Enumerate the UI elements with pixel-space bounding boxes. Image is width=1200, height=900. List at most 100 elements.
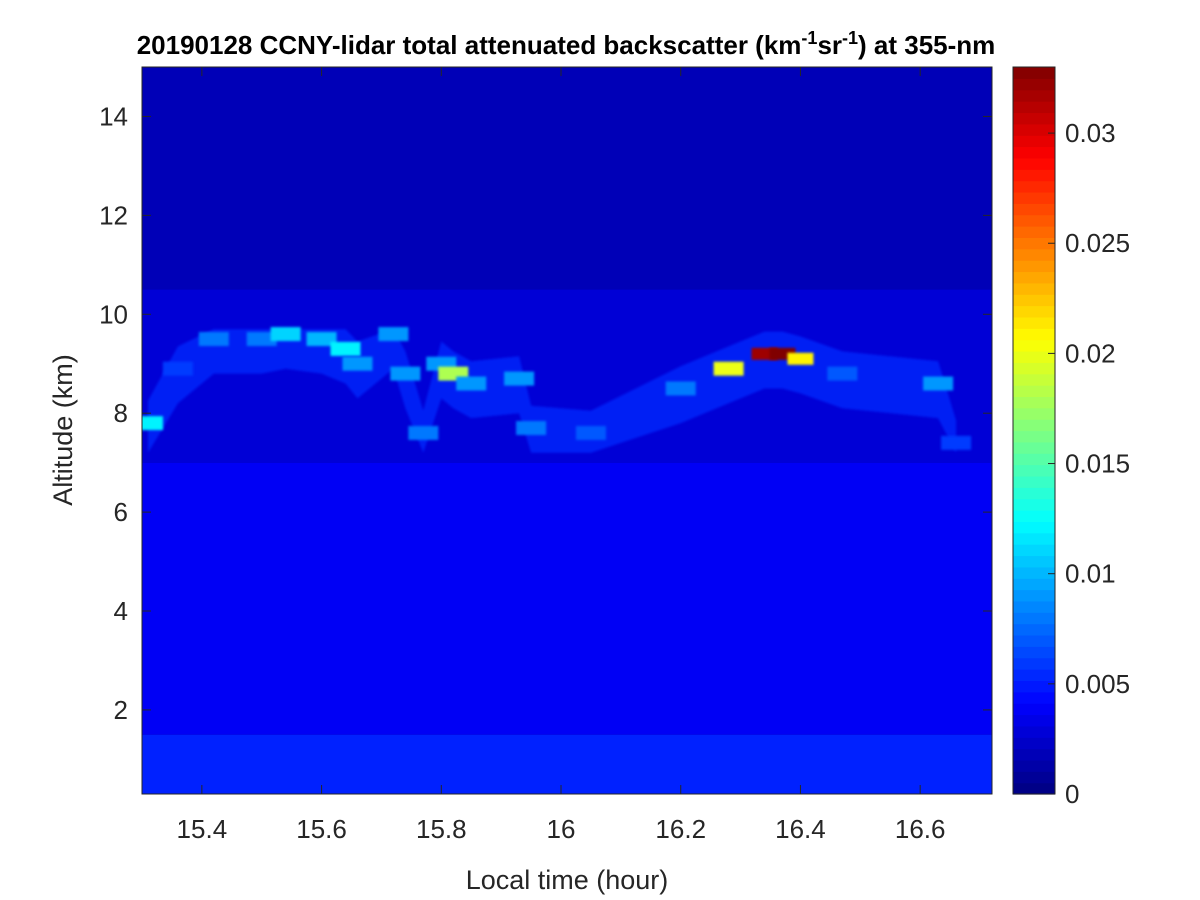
colorbar-step — [1013, 237, 1055, 250]
colorbar-step — [1013, 385, 1055, 398]
cloud-cell — [713, 361, 744, 376]
y-axis: 2 4 6 8 10 12 14 — [99, 101, 992, 725]
y-tick-label: 12 — [99, 200, 128, 230]
x-tick-label: 15.8 — [416, 814, 467, 844]
colorbar-step — [1013, 101, 1055, 114]
colorbar-step — [1013, 748, 1055, 761]
colorbar-step — [1013, 634, 1055, 647]
colorbar-step — [1013, 430, 1055, 443]
cloud-cell — [342, 356, 373, 371]
colorbar-step — [1013, 112, 1055, 125]
colorbar-step — [1013, 589, 1055, 602]
y-tick-label: 4 — [114, 596, 128, 626]
cloud-cell — [306, 332, 337, 347]
background-layer — [142, 67, 992, 794]
colorbar-step — [1013, 316, 1055, 329]
colorbar-tick-label: 0.03 — [1065, 118, 1116, 148]
chart-title: 20190128 CCNY-lidar total attenuated bac… — [137, 28, 996, 60]
colorbar-step — [1013, 169, 1055, 182]
colorbar-tick-label: 0 — [1065, 779, 1079, 809]
y-tick-label: 6 — [114, 497, 128, 527]
colorbar-step — [1013, 282, 1055, 295]
colorbar-step — [1013, 669, 1055, 682]
y-tick-label: 2 — [114, 695, 128, 725]
colorbar-tick-label: 0.005 — [1065, 669, 1130, 699]
colorbar-step — [1013, 487, 1055, 500]
colorbar-step — [1013, 521, 1055, 534]
colorbar-step — [1013, 271, 1055, 284]
colorbar-step — [1013, 771, 1055, 784]
colorbar-step — [1013, 737, 1055, 750]
cloud-cell — [456, 376, 487, 391]
colorbar-step — [1013, 135, 1055, 148]
colorbar-tick-label: 0.025 — [1065, 228, 1130, 258]
x-axis-label: Local time (hour) — [466, 865, 669, 895]
x-tick-label: 16.2 — [655, 814, 706, 844]
chart-title-sup-1: -1 — [801, 28, 817, 48]
chart-title-sup-2: -1 — [842, 28, 858, 48]
colorbar-step — [1013, 328, 1055, 341]
colorbar-step — [1013, 782, 1055, 795]
x-tick-label: 16.6 — [895, 814, 946, 844]
colorbar-step — [1013, 555, 1055, 568]
background-band — [142, 67, 992, 290]
colorbar-step — [1013, 407, 1055, 420]
cloud-cell — [378, 327, 409, 342]
background-band — [142, 462, 992, 735]
colorbar-step — [1013, 475, 1055, 488]
colorbar-step — [1013, 294, 1055, 307]
x-tick-label: 16 — [547, 814, 576, 844]
x-tick-label: 15.6 — [296, 814, 347, 844]
cloud-cell — [516, 421, 547, 436]
background-band — [142, 734, 992, 794]
cloud-cell — [827, 366, 858, 381]
colorbar-step — [1013, 248, 1055, 261]
cloud-cell — [575, 425, 606, 440]
colorbar-step — [1013, 510, 1055, 522]
colorbar-step — [1013, 544, 1055, 557]
x-axis: 15.4 15.6 15.8 16 16.2 16.4 16.6 — [177, 67, 946, 844]
colorbar-step — [1013, 600, 1055, 613]
colorbar-gradient — [1013, 67, 1055, 795]
colorbar-step — [1013, 691, 1055, 704]
colorbar-step — [1013, 725, 1055, 738]
colorbar-step — [1013, 305, 1055, 318]
hotspot-layer — [142, 327, 972, 450]
colorbar-step — [1013, 646, 1055, 659]
colorbar-step — [1013, 373, 1055, 386]
colorbar-step — [1013, 441, 1055, 454]
y-axis-label: Altitude (km) — [48, 354, 78, 506]
cloud-cell — [787, 352, 814, 365]
cloud-cell — [665, 381, 696, 396]
colorbar-step — [1013, 203, 1055, 216]
cloud-cell — [270, 327, 301, 342]
colorbar-tick-label: 0.015 — [1065, 449, 1130, 479]
colorbar-step — [1013, 612, 1055, 625]
colorbar-step — [1013, 78, 1055, 91]
colorbar-step — [1013, 578, 1055, 591]
y-tick-label: 8 — [114, 398, 128, 428]
colorbar-step — [1013, 464, 1055, 477]
colorbar-step — [1013, 657, 1055, 670]
chart-title-mid: sr — [817, 30, 842, 60]
cloud-cell — [504, 371, 535, 386]
cloud-cell — [198, 332, 229, 347]
chart-title-prefix: 20190128 CCNY-lidar total attenuated bac… — [137, 30, 802, 60]
colorbar-step — [1013, 350, 1055, 363]
cloud-cell — [330, 341, 361, 356]
colorbar-tick-label: 0.01 — [1065, 559, 1116, 589]
x-tick-label: 16.4 — [775, 814, 826, 844]
cloud-cell — [390, 366, 421, 381]
colorbar-step — [1013, 67, 1055, 79]
cloud-cell — [142, 416, 163, 431]
colorbar-step — [1013, 362, 1055, 375]
colorbar-step — [1013, 498, 1055, 511]
colorbar-step — [1013, 680, 1055, 693]
colorbar-step — [1013, 532, 1055, 545]
colorbar-frame — [1012, 66, 1056, 795]
colorbar-step — [1013, 157, 1055, 170]
colorbar-step — [1013, 260, 1055, 273]
colorbar-step — [1013, 453, 1055, 466]
colorbar-step — [1013, 759, 1055, 772]
